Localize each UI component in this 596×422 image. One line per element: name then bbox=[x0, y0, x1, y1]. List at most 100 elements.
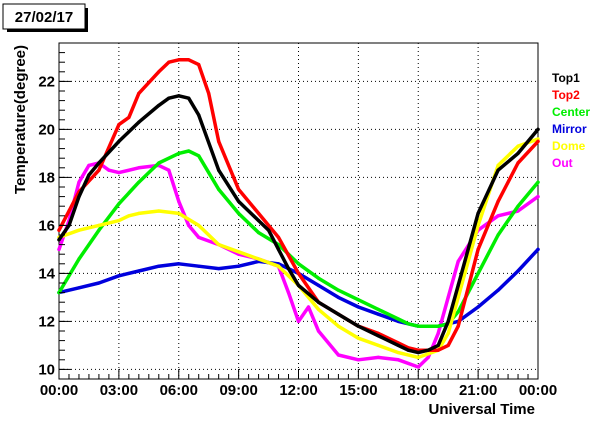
data-point-top2 bbox=[117, 123, 121, 127]
data-point-center bbox=[376, 307, 380, 311]
data-point-out bbox=[87, 163, 91, 167]
y-tick-label: 16 bbox=[38, 217, 55, 234]
x-tick-label: 03:00 bbox=[100, 382, 138, 399]
data-point-center bbox=[77, 257, 81, 261]
data-point-out bbox=[187, 223, 191, 227]
data-point-top2 bbox=[177, 58, 181, 62]
data-point-dome bbox=[396, 351, 400, 355]
data-point-out bbox=[306, 305, 311, 309]
data-point-center bbox=[97, 228, 101, 232]
data-point-top1 bbox=[117, 139, 121, 143]
data-point-out bbox=[316, 329, 321, 333]
data-point-center bbox=[197, 154, 201, 158]
legend-entry-dome: Dome bbox=[552, 139, 586, 153]
data-point-center bbox=[516, 204, 520, 208]
data-point-center bbox=[406, 322, 410, 326]
data-point-out bbox=[296, 319, 301, 323]
data-point-top1 bbox=[416, 351, 420, 355]
data-point-out bbox=[137, 166, 141, 170]
data-point-dome bbox=[376, 343, 380, 347]
data-point-top1 bbox=[496, 168, 500, 172]
axis-ticks: 00:00 03:00 06:00 09:00 12:00 15:00 18:00 21:00… bbox=[38, 42, 557, 399]
data-point-out bbox=[436, 331, 440, 335]
data-point-top1 bbox=[316, 300, 321, 304]
data-point-dome bbox=[257, 257, 261, 261]
data-point-top1 bbox=[406, 348, 410, 352]
data-point-top2 bbox=[127, 115, 131, 119]
data-point-out bbox=[426, 355, 430, 359]
y-tick-label: 10 bbox=[38, 361, 55, 378]
data-point-mirror bbox=[376, 312, 380, 316]
data-point-mirror bbox=[476, 305, 480, 309]
data-point-top1 bbox=[276, 247, 281, 251]
data-point-dome bbox=[516, 144, 520, 148]
data-point-dome bbox=[127, 214, 131, 218]
x-tick-label: 06:00 bbox=[160, 382, 198, 399]
data-point-mirror bbox=[177, 262, 181, 266]
data-point-top2 bbox=[476, 247, 480, 251]
data-point-dome bbox=[276, 264, 281, 268]
data-point-center bbox=[456, 310, 460, 314]
data-point-top2 bbox=[197, 63, 201, 67]
data-point-out bbox=[356, 358, 360, 362]
data-point-center bbox=[356, 298, 360, 302]
data-point-dome bbox=[137, 211, 141, 215]
data-point-top2 bbox=[516, 161, 520, 165]
data-point-center bbox=[476, 271, 480, 275]
data-point-center bbox=[157, 161, 161, 165]
data-point-center bbox=[396, 317, 400, 321]
data-point-out bbox=[376, 355, 380, 359]
data-point-top1 bbox=[197, 113, 201, 117]
data-point-out bbox=[117, 171, 121, 175]
data-point-dome bbox=[237, 250, 241, 254]
data-point-top1 bbox=[187, 96, 191, 100]
data-point-mirror bbox=[77, 286, 81, 290]
data-point-top2 bbox=[456, 324, 460, 328]
data-point-top2 bbox=[296, 271, 301, 275]
data-point-dome bbox=[177, 211, 181, 215]
data-point-center bbox=[237, 211, 241, 215]
x-tick-label: 21:00 bbox=[459, 382, 497, 399]
data-point-top1 bbox=[396, 343, 400, 347]
data-point-center bbox=[217, 187, 221, 191]
data-point-top1 bbox=[257, 219, 261, 223]
data-point-top1 bbox=[426, 348, 430, 352]
data-point-top1 bbox=[376, 334, 380, 338]
legend-entry-center: Center bbox=[552, 105, 590, 119]
data-point-top2 bbox=[237, 187, 241, 191]
data-point-center bbox=[426, 324, 430, 328]
data-point-top1 bbox=[476, 211, 480, 215]
series-layer bbox=[57, 58, 540, 369]
y-tick-label: 22 bbox=[38, 73, 55, 90]
data-point-out bbox=[77, 180, 81, 184]
data-point-out bbox=[446, 295, 450, 299]
data-point-out bbox=[396, 358, 400, 362]
x-tick-label: 15:00 bbox=[339, 382, 377, 399]
data-point-dome bbox=[496, 163, 500, 167]
data-point-top2 bbox=[496, 199, 500, 203]
data-point-center bbox=[336, 288, 340, 292]
data-point-out bbox=[416, 365, 420, 369]
data-point-mirror bbox=[536, 247, 540, 251]
data-point-center bbox=[416, 324, 420, 328]
data-point-top2 bbox=[67, 209, 71, 213]
data-point-mirror bbox=[516, 269, 520, 273]
data-point-mirror bbox=[336, 295, 340, 299]
data-point-center bbox=[436, 324, 440, 328]
data-point-dome bbox=[416, 355, 420, 359]
data-point-center bbox=[496, 233, 500, 237]
data-point-top1 bbox=[446, 319, 450, 323]
y-axis-title: Temperature(degree) bbox=[12, 45, 29, 194]
data-point-out bbox=[286, 291, 291, 295]
legend-entry-top2: Top2 bbox=[552, 88, 580, 102]
data-point-center bbox=[177, 151, 181, 155]
data-point-center bbox=[296, 262, 301, 266]
data-point-top2 bbox=[257, 211, 261, 215]
data-point-top1 bbox=[237, 199, 241, 203]
legend-entry-out: Out bbox=[552, 156, 573, 170]
legend-entry-mirror: Mirror bbox=[552, 122, 587, 136]
data-point-out bbox=[336, 353, 340, 357]
data-point-out bbox=[167, 168, 171, 172]
data-point-top2 bbox=[187, 58, 191, 62]
